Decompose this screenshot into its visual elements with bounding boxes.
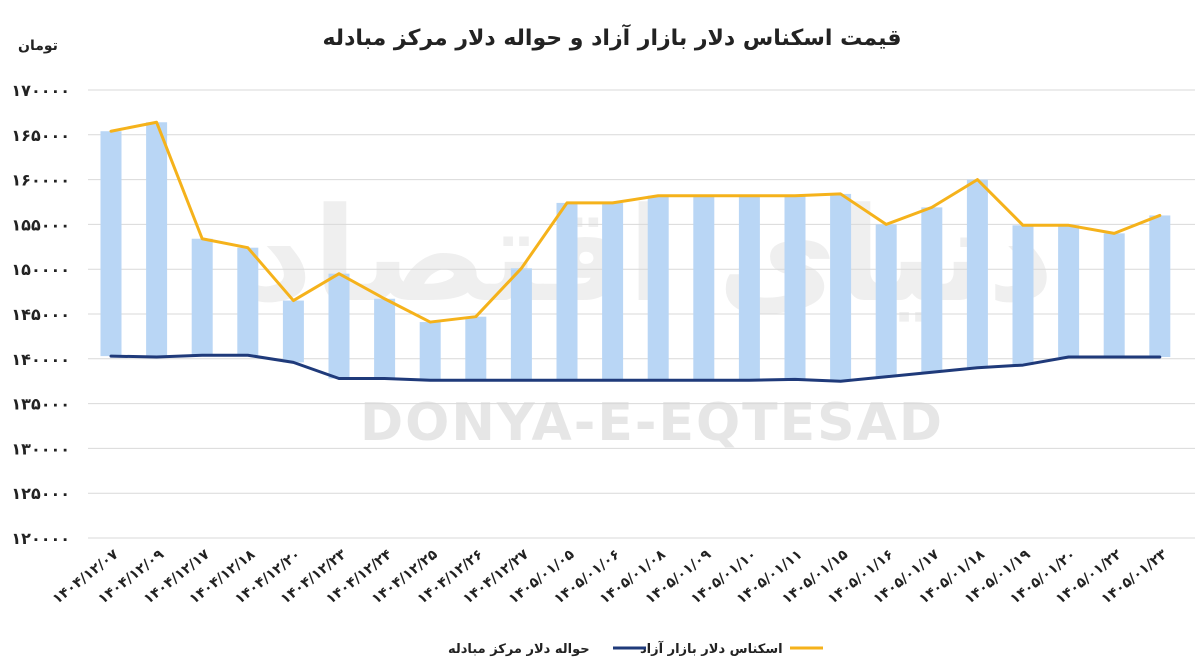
spread-bar (966, 179, 988, 368)
spread-bar (1058, 225, 1080, 358)
spread-bar (1149, 215, 1171, 358)
spread-bar (647, 195, 669, 381)
spread-bar (510, 268, 532, 381)
legend-item-free-market: اسکناس دلار بازار آزاد (640, 640, 823, 657)
spread-bar (784, 195, 806, 380)
spread-bar (465, 316, 487, 381)
spread-bars (100, 122, 1171, 382)
spread-bar (693, 195, 715, 381)
spread-bar (1012, 225, 1034, 366)
spread-bar (602, 202, 624, 381)
y-tick-label: ۱۶۰۰۰۰ (11, 171, 70, 190)
legend-label-exchange-center: حواله دلار مرکز مبادله (448, 642, 590, 657)
spread-bar (282, 300, 304, 363)
y-tick-label: ۱۶۵۰۰۰ (11, 126, 70, 145)
y-axis: ۱۷۰۰۰۰ ۱۶۵۰۰۰ ۱۶۰۰۰۰ ۱۵۵۰۰۰ ۱۵۰۰۰۰ ۱۴۵۰۰۰ ۱۴۰۰… (11, 81, 70, 548)
series-line-exchange-center (109, 353, 1162, 383)
spread-bar (374, 298, 396, 379)
legend: اسکناس دلار بازار آزاد حواله دلار مرکز م… (448, 640, 823, 657)
y-tick-label: ۱۴۵۰۰۰ (11, 305, 70, 324)
y-tick-label: ۱۴۰۰۰۰ (11, 350, 70, 369)
chart-title: قیمت اسکناس دلار بازار آزاد و حواله دلار… (322, 23, 901, 51)
y-tick-label: ۱۳۵۰۰۰ (11, 395, 70, 414)
series-lines (109, 120, 1162, 383)
x-axis: ۱۴۰۴/۱۲/۰۷۱۴۰۴/۱۲/۰۹۱۴۰۴/۱۲/۱۷۱۴۰۴/۱۲/۱۸… (50, 546, 1171, 607)
y-tick-label: ۱۷۰۰۰۰ (11, 81, 70, 100)
spread-bar (738, 195, 760, 381)
y-tick-label: ۱۲۵۰۰۰ (11, 484, 70, 503)
y-tick-label: ۱۵۵۰۰۰ (11, 215, 70, 234)
watermark-text: DONYA-E-EQTESAD (360, 393, 944, 453)
legend-label-free-market: اسکناس دلار بازار آزاد (640, 640, 783, 657)
grid-lines (88, 89, 1195, 539)
spread-bar (1103, 233, 1125, 358)
spread-bar (419, 322, 441, 381)
spread-bar (328, 273, 350, 379)
spread-bar (100, 131, 122, 357)
spread-bar (146, 122, 168, 358)
spread-bar (875, 224, 897, 377)
spread-bar (191, 238, 213, 356)
spread-bar (830, 193, 852, 382)
y-tick-label: ۱۳۰۰۰۰ (11, 439, 70, 458)
series-line-free-market (109, 120, 1162, 324)
spread-bar (921, 207, 943, 373)
y-tick-label: ۱۲۰۰۰۰ (11, 529, 70, 548)
y-tick-label: ۱۵۰۰۰۰ (11, 260, 70, 279)
spread-bar (237, 247, 259, 356)
legend-item-exchange-center: حواله دلار مرکز مبادله (448, 642, 646, 657)
spread-bar (556, 202, 578, 381)
unit-label: تومان (18, 38, 58, 54)
